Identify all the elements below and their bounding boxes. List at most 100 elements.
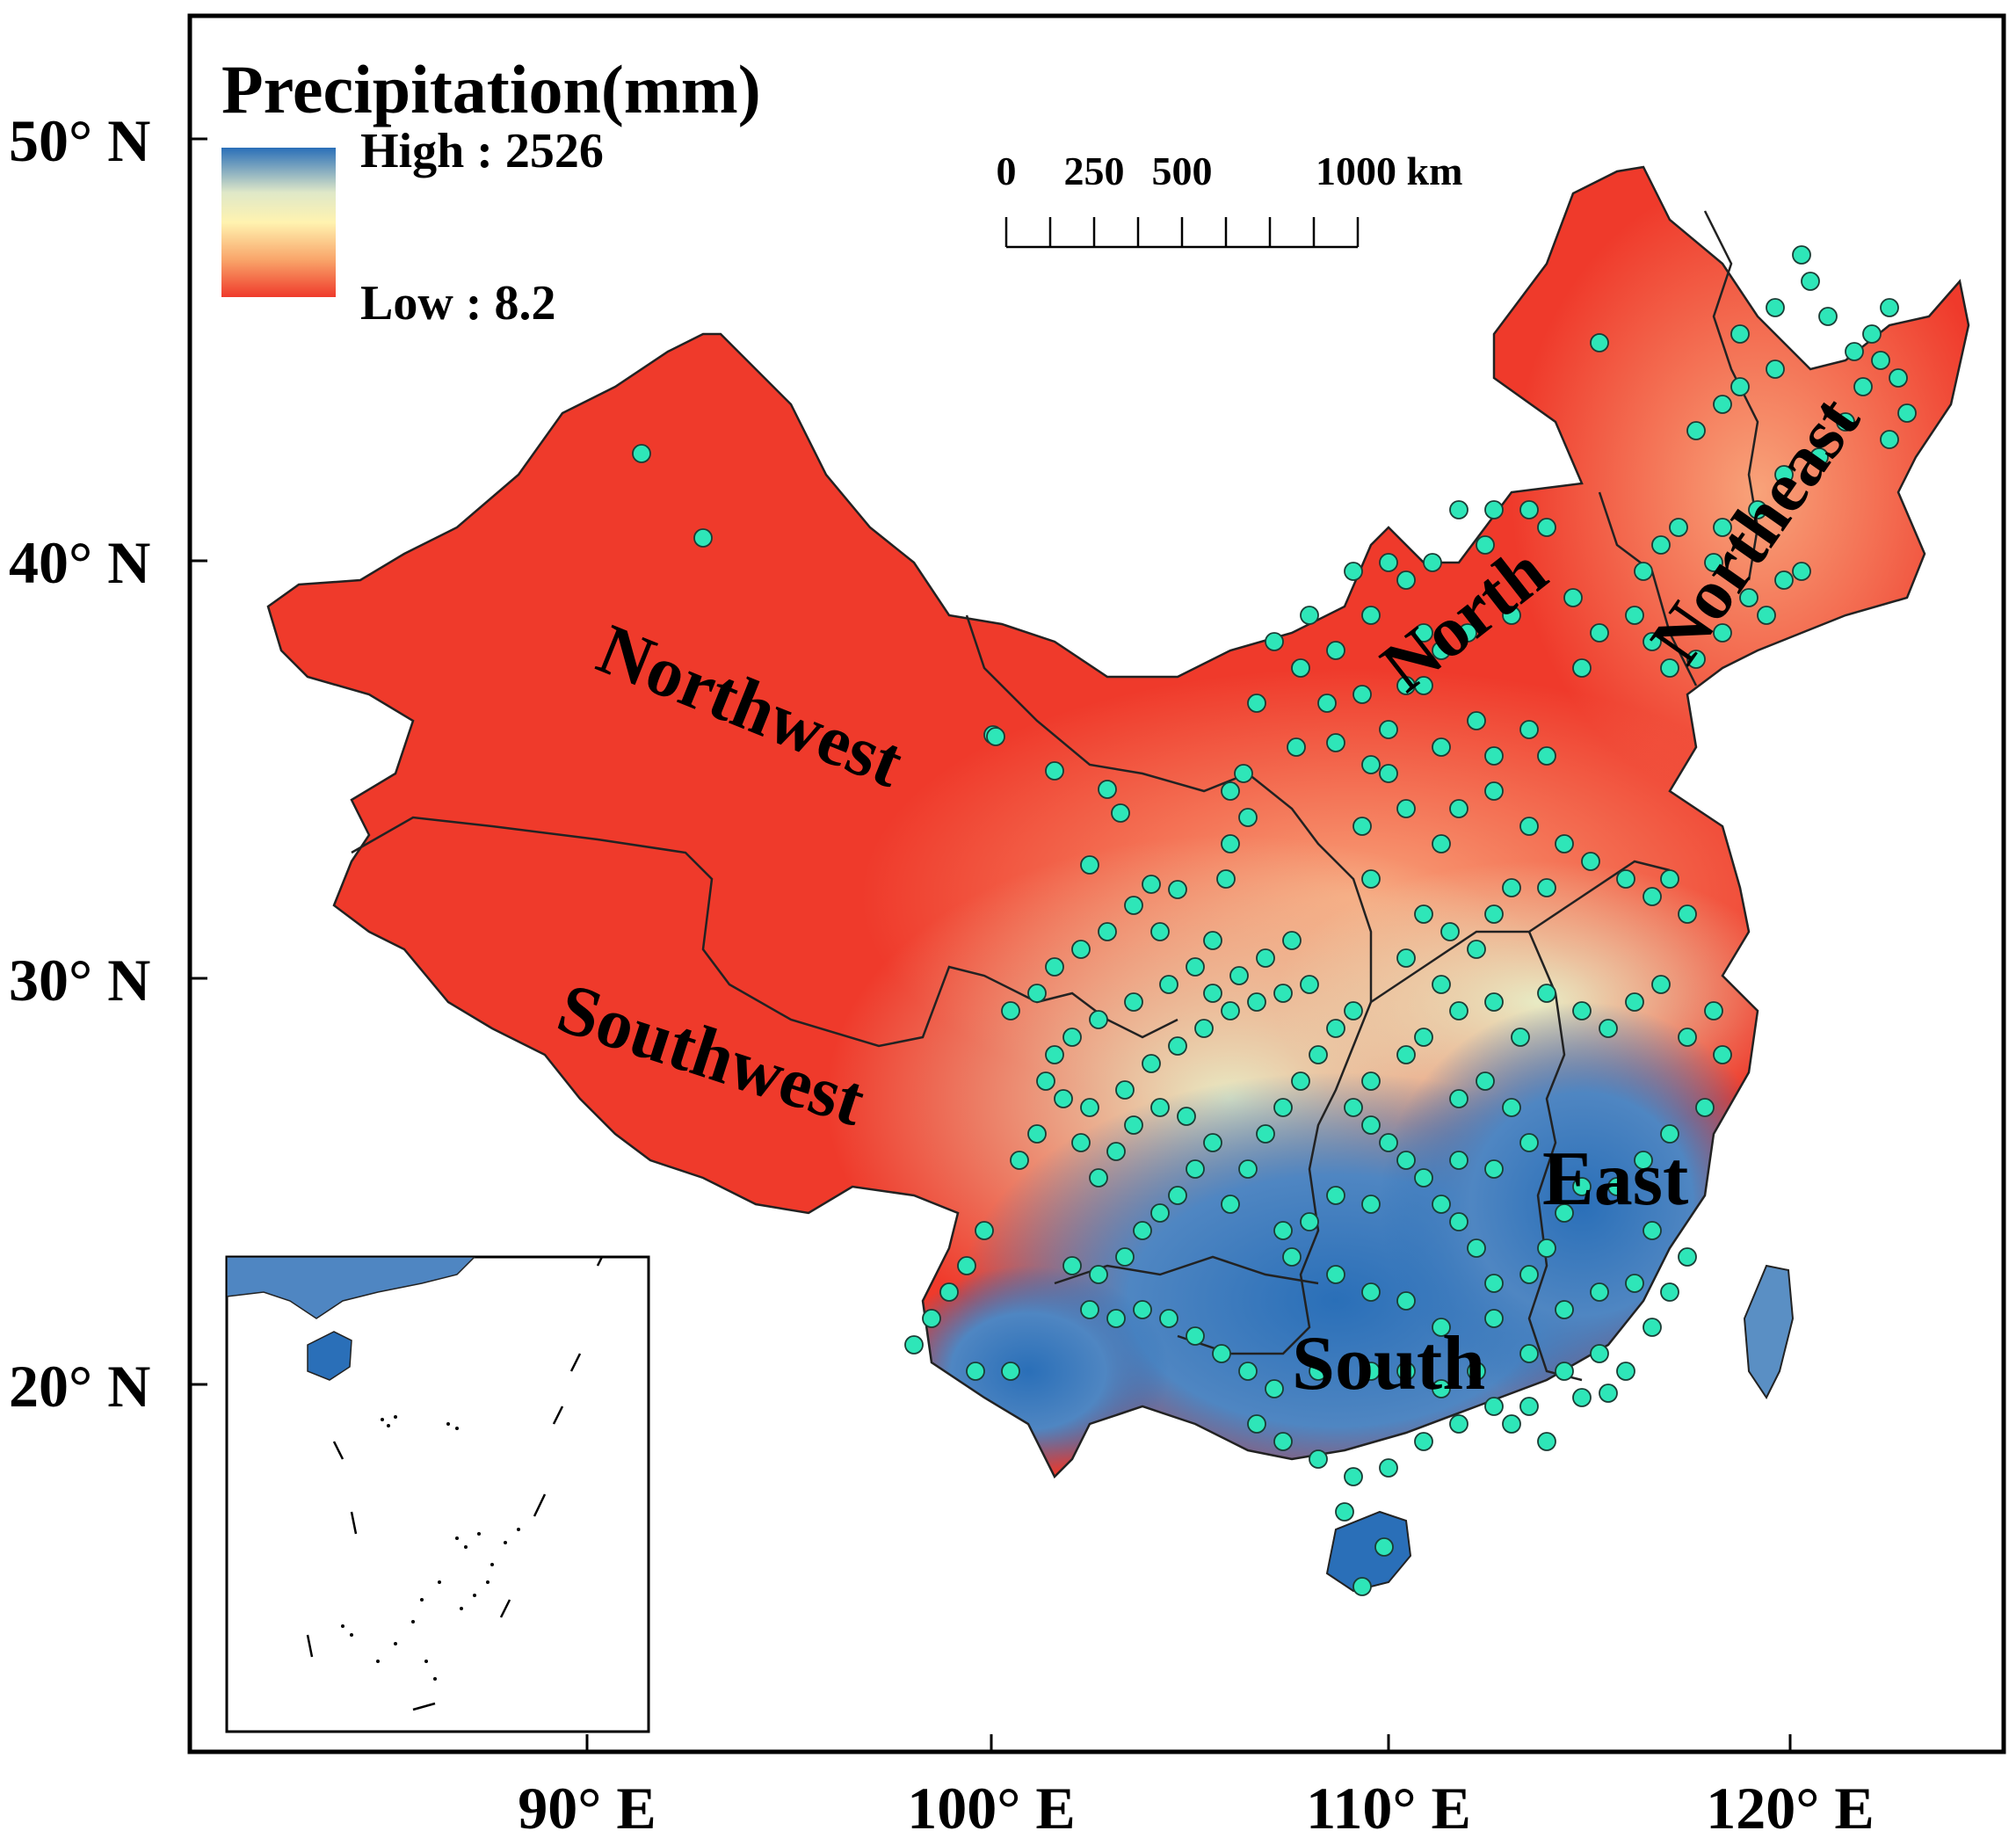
station-marker — [1396, 1151, 1416, 1170]
station-marker — [1555, 834, 1574, 853]
south-china-sea-inset — [225, 1255, 650, 1733]
station-marker — [1159, 1309, 1178, 1328]
station-marker — [1678, 1247, 1697, 1267]
station-marker — [1537, 878, 1556, 897]
station-marker — [1396, 948, 1416, 968]
station-marker — [1484, 1159, 1504, 1179]
station-marker — [1590, 623, 1609, 643]
station-marker — [1484, 1397, 1504, 1416]
station-marker — [1484, 1309, 1504, 1328]
taiwan-island — [1743, 1264, 1795, 1399]
station-marker — [1238, 808, 1258, 827]
station-marker — [1238, 1362, 1258, 1381]
station-marker — [1572, 658, 1592, 678]
station-marker — [1519, 1265, 1539, 1284]
station-marker — [1625, 992, 1644, 1012]
station-marker — [1186, 1159, 1205, 1179]
region-label-south: South — [1292, 1321, 1485, 1406]
station-marker — [1374, 1537, 1394, 1557]
station-marker — [1098, 780, 1117, 799]
lon-tick-label: 100° E — [907, 1775, 1076, 1841]
station-marker — [1519, 1344, 1539, 1363]
station-marker — [1124, 992, 1143, 1012]
scale-bar-label: 250 — [1064, 149, 1125, 193]
station-marker — [1643, 1318, 1662, 1337]
station-marker — [1309, 1362, 1328, 1381]
station-marker — [1432, 737, 1451, 757]
station-marker — [1590, 1344, 1609, 1363]
station-marker — [1519, 817, 1539, 836]
station-marker — [1484, 904, 1504, 924]
station-marker — [1818, 307, 1838, 326]
station-marker — [1326, 1186, 1345, 1205]
station-marker — [1045, 1045, 1064, 1064]
station-marker — [1616, 1362, 1635, 1381]
station-marker — [1634, 562, 1653, 581]
station-marker — [1186, 957, 1205, 977]
station-marker — [1326, 641, 1345, 660]
station-marker — [1379, 764, 1398, 783]
station-marker — [1713, 518, 1732, 537]
station-marker — [1071, 940, 1091, 959]
station-marker — [1449, 1001, 1468, 1021]
station-marker — [1502, 878, 1521, 897]
station-marker — [1265, 632, 1284, 651]
station-marker — [1563, 588, 1583, 607]
station-marker — [1361, 1282, 1381, 1302]
station-marker — [1106, 1142, 1126, 1161]
station-marker — [1686, 650, 1706, 669]
station-marker — [939, 1282, 959, 1302]
station-marker — [1432, 641, 1451, 660]
station-marker — [904, 1335, 924, 1355]
station-marker — [1335, 1502, 1354, 1522]
station-marker — [1669, 518, 1688, 537]
scale-bar-label: 500 — [1152, 149, 1213, 193]
station-marker — [1238, 1159, 1258, 1179]
station-marker — [1590, 333, 1609, 352]
station-marker — [1352, 685, 1372, 704]
station-marker — [1449, 1212, 1468, 1231]
station-marker — [1361, 755, 1381, 774]
station-marker — [1361, 1115, 1381, 1135]
station-marker — [975, 1221, 994, 1240]
station-marker — [1089, 1168, 1108, 1188]
station-marker — [1159, 975, 1178, 994]
station-marker — [1300, 1212, 1319, 1231]
station-marker — [1502, 606, 1521, 625]
station-marker — [1098, 922, 1117, 941]
station-marker — [1010, 1151, 1029, 1170]
station-marker — [1317, 694, 1337, 713]
lat-tick-label: 20° N — [9, 1353, 150, 1420]
station-marker — [1168, 1036, 1187, 1056]
station-marker — [1396, 1362, 1416, 1381]
station-marker — [1062, 1256, 1082, 1275]
station-marker — [1862, 324, 1882, 344]
station-marker — [1291, 1071, 1310, 1091]
station-marker — [1216, 869, 1236, 889]
station-marker — [1221, 781, 1240, 801]
station-marker — [1537, 1432, 1556, 1451]
station-marker — [1713, 395, 1732, 414]
station-marker — [1713, 623, 1732, 643]
station-marker — [1273, 1221, 1293, 1240]
station-marker — [1221, 1195, 1240, 1214]
station-marker — [1089, 1010, 1108, 1029]
hainan-island — [1325, 1510, 1412, 1593]
station-marker — [1379, 553, 1398, 572]
station-marker — [1467, 940, 1486, 959]
station-marker — [1476, 535, 1495, 555]
scale-bar: 0 250 500 1000 km — [997, 149, 1462, 249]
station-marker — [1423, 553, 1442, 572]
station-marker — [1414, 1028, 1433, 1047]
station-marker — [1080, 1098, 1099, 1117]
station-marker — [1432, 1318, 1451, 1337]
station-marker — [1326, 1019, 1345, 1038]
station-marker — [1809, 447, 1829, 467]
station-marker — [693, 528, 713, 548]
station-marker — [1080, 855, 1099, 875]
station-marker — [1502, 1414, 1521, 1434]
lon-tick-label: 90° E — [518, 1775, 656, 1841]
legend-color-ramp — [221, 148, 336, 297]
station-marker — [1361, 1362, 1381, 1381]
